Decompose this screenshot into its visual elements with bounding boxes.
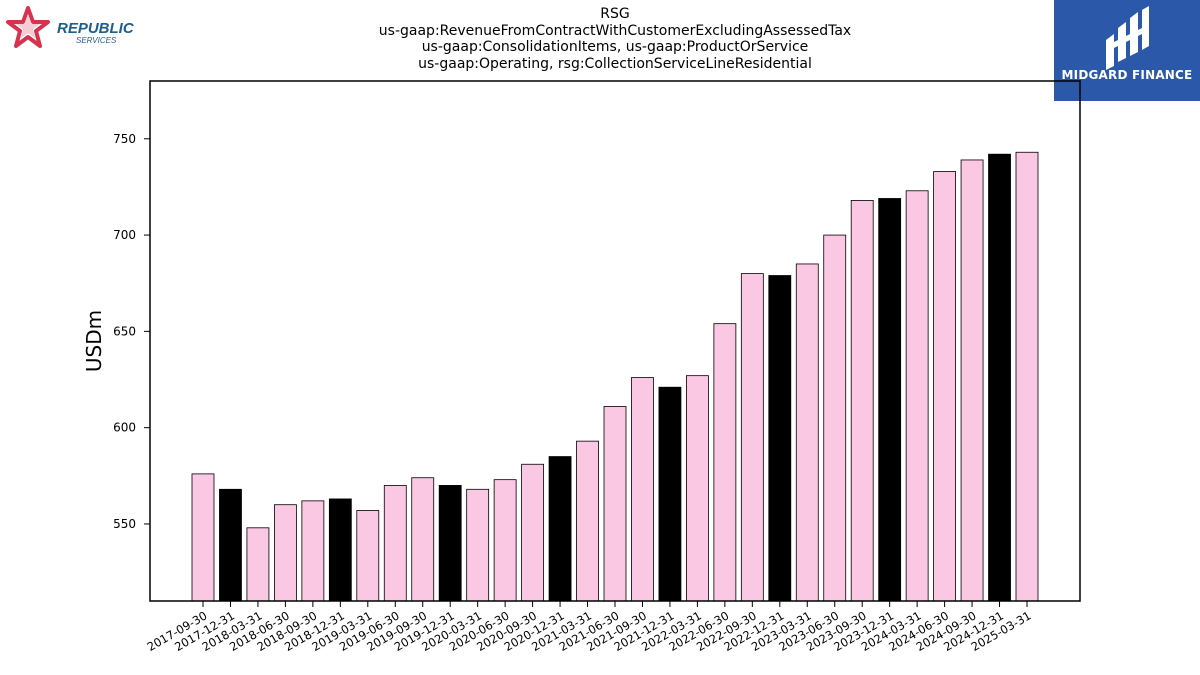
y-tick-label-750: 750 <box>113 132 136 146</box>
midgard-emblem-icon <box>1106 6 1149 70</box>
bar-2022-03-31 <box>686 375 709 602</box>
y-axis-label: USDm <box>82 310 106 372</box>
title-line-ticker: RSG <box>600 6 630 22</box>
bar-2020-12-31 <box>548 456 572 602</box>
y-tick-label-650: 650 <box>113 324 136 338</box>
bar-2021-09-30 <box>631 377 654 602</box>
bar-2019-03-31 <box>356 510 380 602</box>
bar-2022-12-31 <box>768 275 792 602</box>
chart-title: RSG us-gaap:RevenueFromContractWithCusto… <box>265 6 965 72</box>
bar-2018-12-31 <box>328 498 352 602</box>
logo-text-republic: REPUBLIC <box>57 20 135 37</box>
bar-2025-03-31 <box>1015 151 1039 602</box>
bar-2021-03-31 <box>576 440 599 602</box>
bar-2023-12-31 <box>878 198 902 602</box>
bar-2018-03-31 <box>246 527 270 602</box>
midgard-brand-text: MIDGARD FINANCE <box>1061 68 1193 82</box>
bar-2018-06-30 <box>273 504 297 602</box>
bar-2019-09-30 <box>411 477 435 602</box>
logo-text-services: SERVICES <box>76 36 117 45</box>
bar-2020-09-30 <box>521 463 544 602</box>
bar-2024-06-30 <box>933 171 956 602</box>
bar-2021-06-30 <box>603 406 627 602</box>
bar-2017-09-30 <box>191 473 215 602</box>
bar-2024-12-31 <box>988 153 1011 602</box>
bar-2023-03-31 <box>795 263 819 602</box>
bar-2019-06-30 <box>383 485 407 602</box>
bar-2019-12-31 <box>438 485 462 602</box>
republic-star-icon: REPUBLIC SERVICES <box>6 6 135 48</box>
bar-2022-09-30 <box>740 273 764 602</box>
bar-2021-12-31 <box>658 386 682 602</box>
bar-2024-09-30 <box>960 159 984 602</box>
bar-2023-06-30 <box>823 234 847 602</box>
bar-2020-03-31 <box>466 488 490 602</box>
republic-services-logo: REPUBLIC SERVICES <box>4 6 144 54</box>
plot-frame <box>149 80 1081 602</box>
title-line-axis-2: us-gaap:Operating, rsg:CollectionService… <box>418 55 812 72</box>
y-tick-label-600: 600 <box>113 421 136 435</box>
bar-2018-09-30 <box>301 500 325 602</box>
bar-2020-06-30 <box>493 479 517 602</box>
bar-2023-09-30 <box>850 200 874 602</box>
y-tick-label-550: 550 <box>113 517 136 531</box>
title-line-concept: us-gaap:RevenueFromContractWithCustomerE… <box>378 22 852 39</box>
midgard-finance-logo: MIDGARD FINANCE <box>1054 0 1200 101</box>
bar-2024-03-31 <box>905 190 929 602</box>
bar-2017-12-31 <box>219 488 242 602</box>
bar-2022-06-30 <box>713 323 737 602</box>
y-tick-label-700: 700 <box>113 228 136 242</box>
title-line-axis-1: us-gaap:ConsolidationItems, us-gaap:Prod… <box>421 39 809 55</box>
